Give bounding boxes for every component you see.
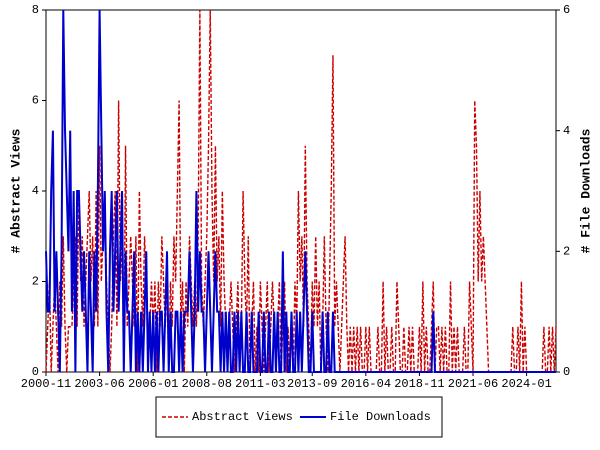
x-tick-label: 2008-08 — [182, 377, 232, 391]
y-tick-label: 6 — [32, 94, 39, 108]
y2-tick-label: 0 — [563, 365, 570, 379]
x-tick-label: 2006-01 — [128, 377, 178, 391]
series-line — [45, 9, 557, 373]
x-tick-label: 2024-01 — [501, 377, 551, 391]
y-tick-label: 4 — [32, 184, 39, 198]
y-tick-label: 0 — [32, 365, 39, 379]
legend-label: Abstract Views — [192, 410, 293, 424]
y2-tick-label: 4 — [563, 124, 570, 138]
y2-tick-label: 2 — [563, 245, 570, 259]
y2-tick-label: 6 — [563, 3, 570, 17]
x-tick-label: 2021-06 — [448, 377, 498, 391]
x-tick-label: 2013-09 — [287, 377, 337, 391]
x-tick-label: 2003-06 — [74, 377, 124, 391]
y-tick-label: 2 — [32, 275, 39, 289]
legend-label: File Downloads — [330, 410, 431, 424]
legend — [155, 396, 443, 438]
y-tick-label: 8 — [32, 3, 39, 17]
y2-axis-title: # File Downloads — [578, 128, 593, 253]
series-line — [45, 9, 556, 373]
x-tick-label: 2016-04 — [341, 377, 391, 391]
x-tick-label: 2000-11 — [21, 377, 71, 391]
y-axis-title: # Abstract Views — [8, 128, 23, 253]
x-tick-label: 2018-11 — [394, 377, 444, 391]
x-tick-label: 2011-03 — [235, 377, 285, 391]
